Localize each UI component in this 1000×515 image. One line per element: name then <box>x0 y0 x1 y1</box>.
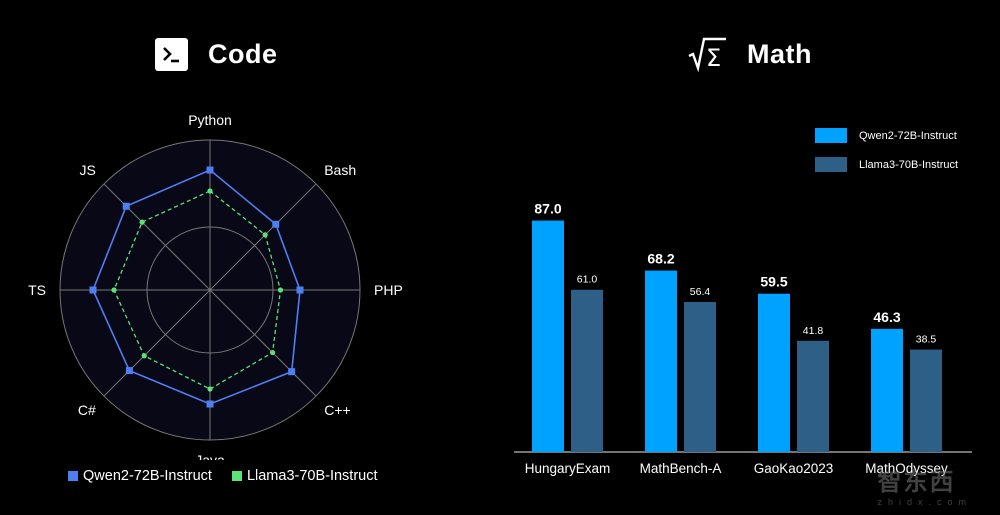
radar-axis-label-Java: Java <box>195 452 225 460</box>
bar-category-label-1: MathBench-A <box>640 461 722 476</box>
radar-point-qwen-5 <box>125 367 133 375</box>
bar-legend-label-qwen: Qwen2-72B-Instruct <box>859 129 957 142</box>
code-title-text: Code <box>208 38 278 69</box>
radar-axis-label-Python: Python <box>188 112 232 128</box>
bar-legend-swatch-llama <box>815 157 847 172</box>
bar-legend-label-llama: Llama3-70B-Instruct <box>859 158 959 171</box>
radar-axis-label-PHP: PHP <box>374 282 403 298</box>
radar-axis-label-C++: C++ <box>324 402 350 418</box>
radar-point-qwen-6 <box>89 286 97 294</box>
radar-axis-label-C#: C# <box>78 402 96 418</box>
bar-value-label-0-0: 87.0 <box>534 201 561 217</box>
sqrt-sigma-icon: Σ <box>687 36 727 72</box>
radar-point-llama-2 <box>277 287 284 293</box>
radar-spoke <box>103 289 211 397</box>
radar-point-llama-3 <box>269 349 276 356</box>
code-panel-title: Code <box>155 34 278 74</box>
bar-value-label-0-1: 68.2 <box>647 251 674 267</box>
bar-1-3 <box>910 349 942 452</box>
radar-chart: Python Bash PHP C++ Java C# TS JS <box>28 112 403 460</box>
bar-category-label-3: MathOdyssey <box>865 461 948 476</box>
bar-legend-item-qwen: Qwen2-72B-Instruct <box>815 128 958 143</box>
bar-0-2 <box>758 293 790 452</box>
radar-axis-label-TS: TS <box>28 282 46 298</box>
radar-spoke <box>209 183 317 291</box>
bar-value-label-0-3: 46.3 <box>873 309 900 325</box>
legend-label-llama: Llama3-70B-Instruct <box>246 468 378 484</box>
radar-point-llama-5 <box>141 353 147 359</box>
bar-value-label-1-1: 56.4 <box>690 286 711 298</box>
radar-point-qwen-0 <box>206 166 214 174</box>
svg-text:Σ: Σ <box>706 44 721 72</box>
radar-point-llama-7 <box>139 219 145 225</box>
math-title-text: Math <box>747 38 812 69</box>
bar-1-2 <box>797 340 829 452</box>
bar-legend: Qwen2-72B-Instruct Llama3-70B-Instruct <box>815 128 958 186</box>
radar-point-llama-0 <box>207 188 213 194</box>
bar-category-label-0: HungaryExam <box>525 461 611 476</box>
bar-value-label-1-3: 38.5 <box>916 334 937 346</box>
radar-series <box>89 166 304 408</box>
legend-swatch-llama <box>231 471 242 481</box>
bar-0-3 <box>871 328 903 452</box>
radar-point-qwen-7 <box>122 202 130 210</box>
radar-point-qwen-1 <box>272 220 280 228</box>
radar-spoke <box>103 183 211 291</box>
radar-point-qwen-2 <box>296 286 304 294</box>
radar-point-qwen-4 <box>206 400 214 408</box>
bar-chart: 87.0 61.0 HungaryExam 68.2 56.4 MathBench-A 59… <box>514 201 972 476</box>
bar-1-0 <box>571 289 603 452</box>
radar-axis-labels: Python Bash PHP C++ Java C# TS JS <box>28 112 403 460</box>
watermark-main: 智东西 <box>877 469 956 496</box>
radar-point-llama-1 <box>262 232 268 238</box>
radar-point-llama-4 <box>207 386 213 392</box>
legend-item-llama: Llama3-70B-Instruct <box>231 468 378 484</box>
radar-spoke <box>209 289 317 397</box>
math-panel-title: Σ Math <box>687 34 812 74</box>
bar-legend-item-llama: Llama3-70B-Instruct <box>815 157 958 172</box>
bar-value-label-1-0: 61.0 <box>577 274 598 286</box>
radar-series-line-1 <box>113 190 282 390</box>
bar-group: 87.0 61.0 HungaryExam 68.2 56.4 MathBench-A 59… <box>514 201 972 476</box>
legend-label-qwen: Qwen2-72B-Instruct <box>83 468 212 484</box>
bar-value-label-1-2: 41.8 <box>803 325 824 337</box>
bar-1-1 <box>684 301 716 452</box>
bar-value-label-0-2: 59.5 <box>760 274 787 290</box>
radar-axis-label-Bash: Bash <box>324 162 356 178</box>
radar-point-llama-6 <box>111 287 117 293</box>
bar-category-label-2: GaoKao2023 <box>754 461 834 476</box>
radar-legend: Qwen2-72B-Instruct Llama3-70B-Instruct <box>68 468 378 484</box>
bar-0-1 <box>645 270 677 452</box>
radar-axis-label-JS: JS <box>79 162 95 178</box>
legend-item-qwen: Qwen2-72B-Instruct <box>68 468 212 484</box>
bar-legend-swatch-qwen <box>815 128 847 143</box>
watermark-sub: zhidx.com <box>877 497 972 507</box>
legend-swatch-qwen <box>68 471 78 481</box>
bar-0-0 <box>532 220 564 452</box>
watermark-logo: 智东西 zhidx.com <box>877 462 972 507</box>
radar-grid <box>59 139 361 441</box>
terminal-icon <box>155 37 188 71</box>
radar-point-qwen-3 <box>288 368 296 376</box>
